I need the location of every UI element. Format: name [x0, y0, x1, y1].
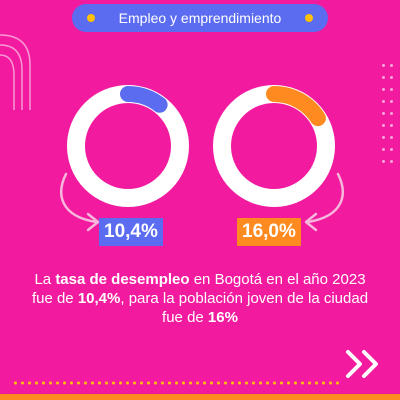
section-title-pill: Empleo y emprendimiento [72, 4, 328, 32]
description-text: La tasa de desempleo en Bogotá en el año… [31, 271, 369, 326]
yellow-dot-icon [305, 14, 313, 22]
highlight-unemployment-rate: tasa de desempleo [55, 271, 190, 288]
curved-arrow-icon [60, 172, 100, 232]
general-rate-badge: 10,4% [99, 218, 163, 246]
decorative-dot-grid [382, 64, 396, 174]
curved-arrow-icon [304, 172, 344, 232]
section-title: Empleo y emprendimiento [118, 10, 282, 26]
youth-rate-badge: 16,0% [237, 218, 301, 246]
bottom-accent-bar [0, 394, 400, 400]
unemployment-donut-general [67, 85, 189, 207]
donut-arc-youth [266, 86, 326, 127]
decorative-curves [0, 34, 31, 110]
decorative-dotted-line [12, 381, 342, 385]
unemployment-donut-youth [213, 85, 335, 207]
yellow-dot-icon [87, 14, 95, 22]
highlight-youth-rate: 16% [207, 309, 238, 326]
double-chevron-right-icon[interactable] [344, 348, 384, 380]
highlight-general-rate: 10,4% [77, 290, 121, 307]
donut-arc-general [120, 86, 168, 113]
